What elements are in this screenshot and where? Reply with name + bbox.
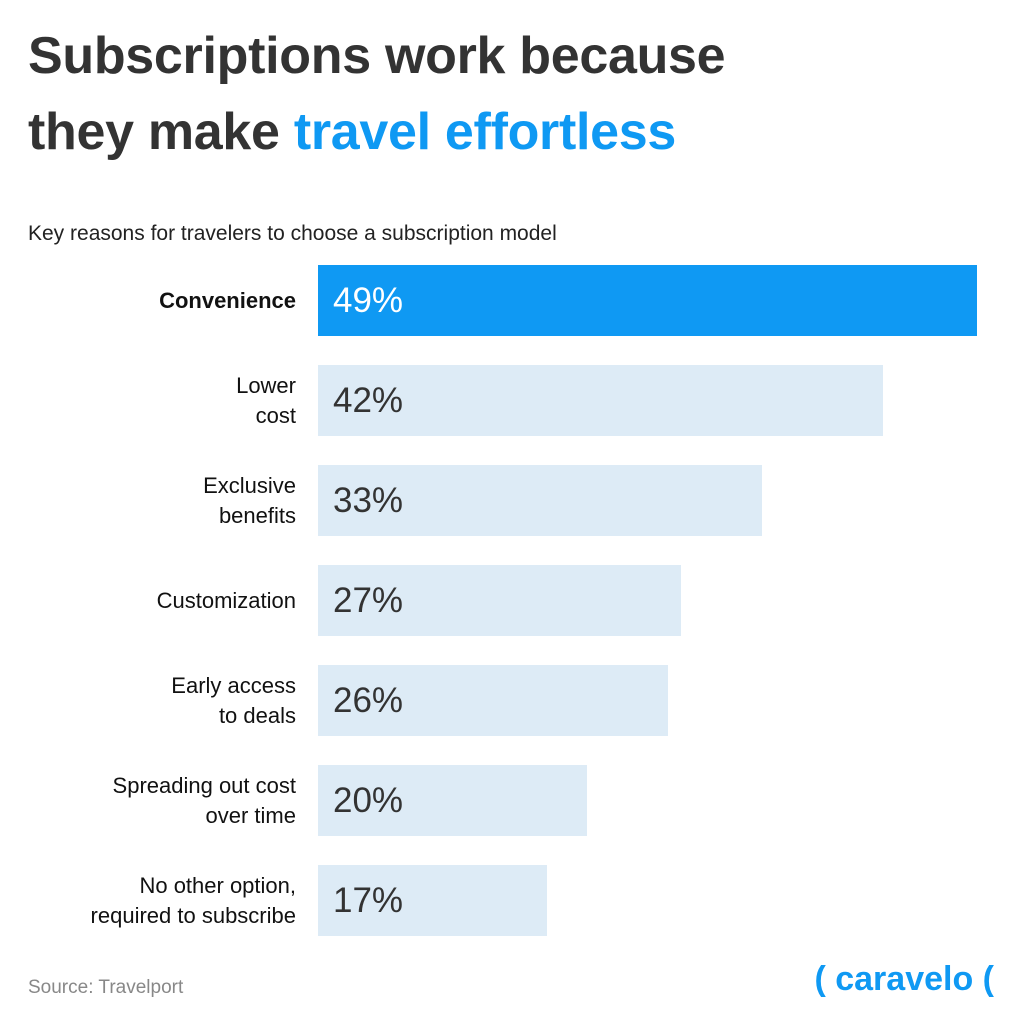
value-label: 27% (333, 581, 404, 620)
brand-logo: ( caravelo ( (814, 960, 994, 998)
value-label: 20% (333, 781, 404, 820)
bar (318, 565, 682, 636)
value-label: 42% (333, 381, 404, 420)
bar (318, 665, 668, 736)
bar (318, 765, 587, 836)
value-label: 26% (333, 681, 404, 720)
title-highlight: travel effortless (293, 103, 677, 161)
bar (318, 865, 547, 936)
category-label: Convenience (159, 287, 296, 313)
title-text: Subscriptions work because they make (28, 27, 726, 161)
value-label: 33% (333, 481, 404, 520)
value-label: 17% (333, 881, 404, 920)
title: Subscriptions work because they make tra… (28, 18, 726, 170)
category-label: No other option, required to subscribe (90, 872, 296, 928)
category-label: Lower cost (236, 372, 296, 428)
source: Source: Travelport (28, 977, 184, 998)
bar (318, 465, 762, 536)
bar (318, 365, 883, 436)
category-label: Early access to deals (171, 672, 296, 728)
subtitle: Key reasons for travelers to choose a su… (28, 222, 557, 245)
category-label: Exclusive benefits (203, 472, 296, 528)
category-label: Spreading out cost over time (112, 772, 296, 828)
category-label: Customization (156, 587, 296, 613)
bar (318, 265, 977, 336)
value-label: 49% (333, 281, 404, 320)
